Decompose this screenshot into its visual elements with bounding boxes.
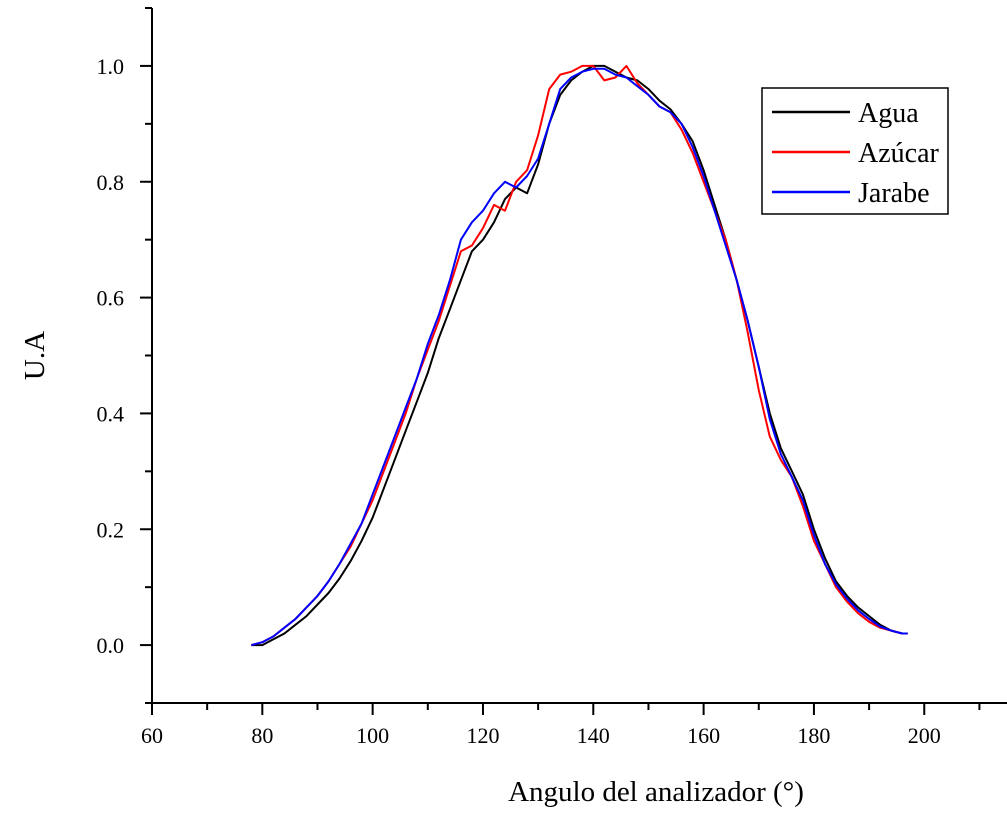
- x-tick-label: 200: [908, 723, 941, 748]
- plot-lines: [251, 64, 908, 647]
- series-line-3: [251, 67, 908, 647]
- x-axis-title: Angulo del analizador (°): [508, 776, 804, 808]
- legend-label: Azúcar: [858, 138, 940, 169]
- x-tick-label: 80: [251, 723, 273, 748]
- y-tick-label: 0.4: [97, 401, 125, 426]
- y-tick-label: 0.2: [97, 517, 125, 542]
- x-tick-label: 120: [466, 723, 499, 748]
- ticks: 60 80 100 120 140 160 180 200 0.0 0.2 0.4 0.6 0.8 1.0: [97, 7, 981, 748]
- x-tick-label: 100: [356, 723, 389, 748]
- x-tick-label: 180: [797, 723, 830, 748]
- y-tick-label: 0.6: [97, 286, 125, 311]
- y-tick-label: 0.8: [97, 170, 125, 195]
- x-tick-label: 160: [687, 723, 720, 748]
- y-tick-label: 0.0: [97, 633, 125, 658]
- legend-label: Jarabe: [858, 178, 930, 209]
- y-axis-title: U.A: [19, 331, 51, 380]
- x-tick-label: 140: [577, 723, 610, 748]
- legend-label: Agua: [858, 98, 919, 129]
- y-tick-label: 1.0: [97, 54, 125, 79]
- x-tick-label: 60: [141, 723, 163, 748]
- legend: Agua Azúcar Jarabe: [761, 87, 949, 215]
